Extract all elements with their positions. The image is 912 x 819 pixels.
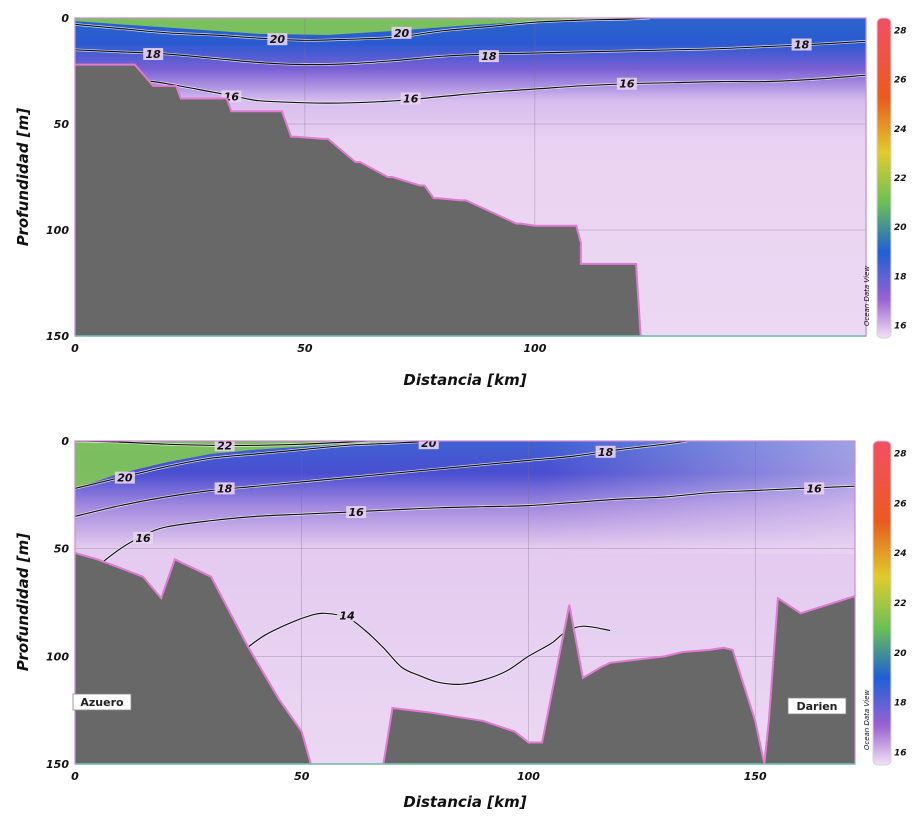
y-tick-label: 0 xyxy=(61,12,69,25)
y-axis-title-bottom: Profundidad [m] xyxy=(14,533,32,671)
contour-label-bg xyxy=(400,92,421,105)
contour-label: 14 xyxy=(339,609,354,622)
warm-surface-layer xyxy=(75,441,438,489)
contour-line-18 xyxy=(75,40,866,66)
colorbar-tick-label: 24 xyxy=(894,549,907,559)
seafloor-1 xyxy=(383,596,855,764)
contour-label: 20 xyxy=(394,27,410,40)
contour-label: 16 xyxy=(619,78,635,91)
contour-label-bg xyxy=(133,531,154,544)
contour-label: 16 xyxy=(349,506,365,519)
colorbar-tick-label: 16 xyxy=(894,749,907,759)
seafloor-0 xyxy=(75,64,641,336)
x-axis-title-bottom: Distancia [km] xyxy=(403,793,526,811)
contour-label-bg xyxy=(114,471,135,484)
x-tick-label: 100 xyxy=(523,342,546,355)
y-tick-label: 100 xyxy=(46,650,69,663)
colorbar-tick-label: 28 xyxy=(894,26,907,36)
colorbar-tick-label: 20 xyxy=(894,223,907,233)
contour-label: 20 xyxy=(270,33,286,46)
x-axis-title-top: Distancia [km] xyxy=(403,371,526,389)
contour-label-bg xyxy=(804,482,825,495)
x-tick-label: 50 xyxy=(297,342,313,355)
y-tick-label: 100 xyxy=(46,224,69,237)
contour-line-14 xyxy=(246,612,611,685)
x-tick-label: 50 xyxy=(294,770,310,783)
seafloor-edge-0 xyxy=(75,63,642,336)
svg-text:Darien: Darien xyxy=(796,700,837,713)
warm-surface-layer xyxy=(75,18,650,35)
contour-label-bg xyxy=(346,506,367,519)
x-tick-label: 150 xyxy=(744,770,767,783)
contour-label-bg xyxy=(214,441,235,452)
contour-label: 20 xyxy=(421,437,437,450)
contour-label-bg xyxy=(595,445,616,458)
colorbar-tick-label: 28 xyxy=(894,449,907,459)
seafloor-edge-0 xyxy=(75,552,312,764)
colorbar-tick-label: 22 xyxy=(894,599,907,609)
contour-label: 18 xyxy=(481,50,497,63)
contour-label: 18 xyxy=(794,39,810,52)
contour-label-bg xyxy=(478,50,499,63)
x-tick-label: 0 xyxy=(71,342,79,355)
colorbar-tick-label: 16 xyxy=(894,322,907,332)
contour-label: 16 xyxy=(135,532,151,545)
contour-label: 16 xyxy=(403,93,419,106)
panel-bottom: 22 20 20 18 18 16 16 16 14 xyxy=(75,437,855,764)
contour-label: 16 xyxy=(807,482,823,495)
colorbar-tick-label: 18 xyxy=(894,272,907,282)
x-tick-label: 100 xyxy=(517,770,540,783)
contour-line-16 xyxy=(97,485,855,567)
colorbar-tick-label: 24 xyxy=(894,125,907,135)
contour-label-bg xyxy=(267,33,288,46)
contour-label-bg xyxy=(214,482,235,495)
seafloor-edge-1 xyxy=(382,595,855,764)
colorbar-bottom xyxy=(872,440,892,766)
y-tick-label: 50 xyxy=(54,118,70,131)
colorbar-label-top: Ocean Data View xyxy=(863,266,871,327)
contour-label: 22 xyxy=(217,439,233,452)
y-axis-title-top: Profundidad [m] xyxy=(14,108,32,246)
contour-label: 20 xyxy=(117,472,133,485)
y-tick-label: 150 xyxy=(46,330,69,343)
contour-label: 18 xyxy=(146,48,162,61)
place-label-darien: Darien xyxy=(787,697,847,715)
contour-label-bg xyxy=(418,441,439,450)
x-tick-label: 0 xyxy=(71,770,79,783)
y-tick-label: 150 xyxy=(46,758,69,771)
contour-label: 18 xyxy=(598,446,614,459)
contour-label-bg xyxy=(616,77,637,90)
place-label-azuero: Azuero xyxy=(72,693,132,711)
y-tick-label: 0 xyxy=(61,435,69,448)
water-fade xyxy=(75,441,855,555)
colorbar-top xyxy=(876,17,892,339)
contour-label-bg xyxy=(337,609,358,622)
colorbar-tick-label: 20 xyxy=(894,649,907,659)
contour-label-bg xyxy=(143,48,164,61)
colorbar-tick-label: 26 xyxy=(894,76,907,86)
colorbar-tick-label: 26 xyxy=(894,499,907,509)
colorbar-tick-label: 18 xyxy=(894,699,907,709)
seafloor-0 xyxy=(75,552,311,764)
contour-label: 18 xyxy=(217,482,233,495)
contour-line-20 xyxy=(75,18,650,41)
colorbar-label-bottom: Ocean Data View xyxy=(863,690,871,751)
contour-label-bg xyxy=(391,26,412,39)
svg-text:Azuero: Azuero xyxy=(80,696,124,709)
colorbar-tick-label: 22 xyxy=(894,174,907,184)
contour-label-bg xyxy=(791,38,812,51)
y-tick-label: 50 xyxy=(54,543,70,556)
